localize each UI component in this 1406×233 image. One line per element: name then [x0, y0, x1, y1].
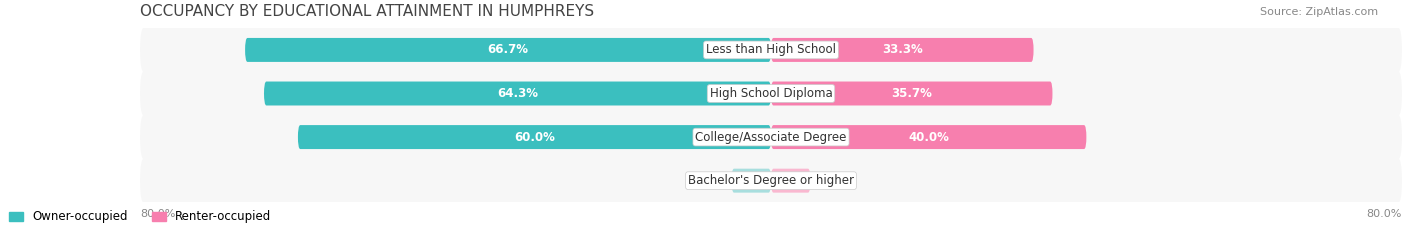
FancyBboxPatch shape — [141, 71, 1402, 116]
FancyBboxPatch shape — [141, 28, 1402, 72]
Text: 33.3%: 33.3% — [882, 43, 922, 56]
FancyBboxPatch shape — [770, 38, 1033, 62]
Text: 64.3%: 64.3% — [496, 87, 538, 100]
Text: OCCUPANCY BY EDUCATIONAL ATTAINMENT IN HUMPHREYS: OCCUPANCY BY EDUCATIONAL ATTAINMENT IN H… — [141, 4, 595, 19]
Text: High School Diploma: High School Diploma — [710, 87, 832, 100]
Text: 66.7%: 66.7% — [488, 43, 529, 56]
Text: 60.0%: 60.0% — [515, 130, 555, 144]
Text: Source: ZipAtlas.com: Source: ZipAtlas.com — [1260, 7, 1378, 17]
Text: 40.0%: 40.0% — [908, 130, 949, 144]
Legend: Owner-occupied, Renter-occupied: Owner-occupied, Renter-occupied — [4, 206, 276, 228]
FancyBboxPatch shape — [298, 125, 770, 149]
FancyBboxPatch shape — [770, 169, 810, 193]
FancyBboxPatch shape — [731, 169, 770, 193]
Text: 0.0%: 0.0% — [827, 174, 856, 187]
FancyBboxPatch shape — [770, 82, 1053, 106]
FancyBboxPatch shape — [245, 38, 770, 62]
FancyBboxPatch shape — [264, 82, 770, 106]
Text: 0.0%: 0.0% — [686, 174, 716, 187]
Text: Bachelor's Degree or higher: Bachelor's Degree or higher — [688, 174, 853, 187]
FancyBboxPatch shape — [141, 158, 1402, 203]
Text: 80.0%: 80.0% — [141, 209, 176, 219]
Text: Less than High School: Less than High School — [706, 43, 837, 56]
Text: 80.0%: 80.0% — [1367, 209, 1402, 219]
Text: College/Associate Degree: College/Associate Degree — [696, 130, 846, 144]
Text: 35.7%: 35.7% — [891, 87, 932, 100]
FancyBboxPatch shape — [770, 125, 1087, 149]
FancyBboxPatch shape — [141, 115, 1402, 159]
